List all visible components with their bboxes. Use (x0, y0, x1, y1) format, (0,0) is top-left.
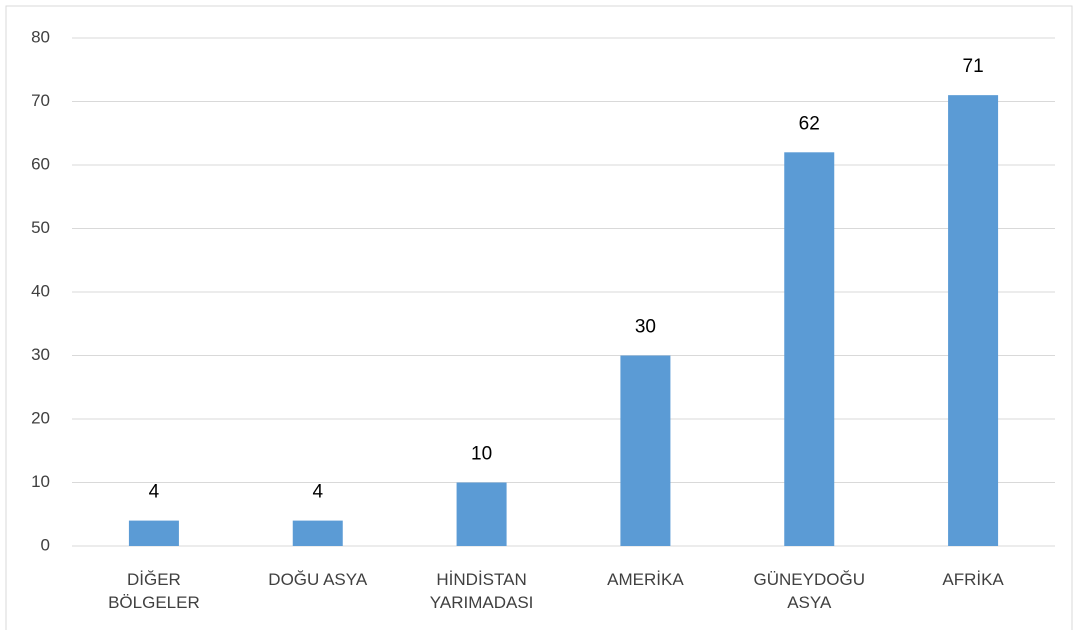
y-tick-label: 50 (31, 218, 50, 237)
value-label: 71 (963, 56, 984, 77)
x-tick-label: DİĞER BÖLGELER (108, 570, 200, 612)
x-tick-label: GÜNEYDOĞU ASYA (753, 570, 865, 612)
y-tick-label: 20 (31, 408, 50, 427)
y-tick-label: 80 (31, 27, 50, 46)
bar (292, 520, 343, 546)
y-tick-label: 40 (31, 281, 50, 300)
y-tick-label: 30 (31, 345, 50, 364)
value-label: 4 (149, 482, 160, 503)
bar (620, 355, 671, 546)
chart-frame (5, 5, 1073, 630)
value-label: 30 (635, 317, 656, 338)
x-tick-label: HİNDİSTAN YARIMADASI (429, 570, 534, 612)
value-label: 4 (312, 482, 323, 503)
y-tick-label: 70 (31, 91, 50, 110)
y-tick-label: 60 (31, 154, 50, 173)
bar (948, 95, 999, 547)
bar (456, 482, 507, 546)
y-tick-label: 0 (41, 535, 50, 554)
x-tick-label: AMERİKA (607, 570, 684, 589)
bar (128, 520, 179, 546)
x-tick-label: DOĞU ASYA (268, 570, 368, 589)
x-tick-label: AFRİKA (942, 570, 1004, 589)
value-label: 10 (471, 444, 492, 465)
bar (784, 152, 835, 547)
value-label: 62 (799, 113, 820, 134)
y-tick-label: 10 (31, 472, 50, 491)
